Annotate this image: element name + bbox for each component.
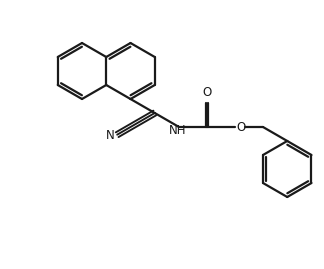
Text: O: O [236,122,245,134]
Text: NH: NH [169,124,186,137]
Text: N: N [106,129,115,142]
Text: O: O [202,86,212,99]
